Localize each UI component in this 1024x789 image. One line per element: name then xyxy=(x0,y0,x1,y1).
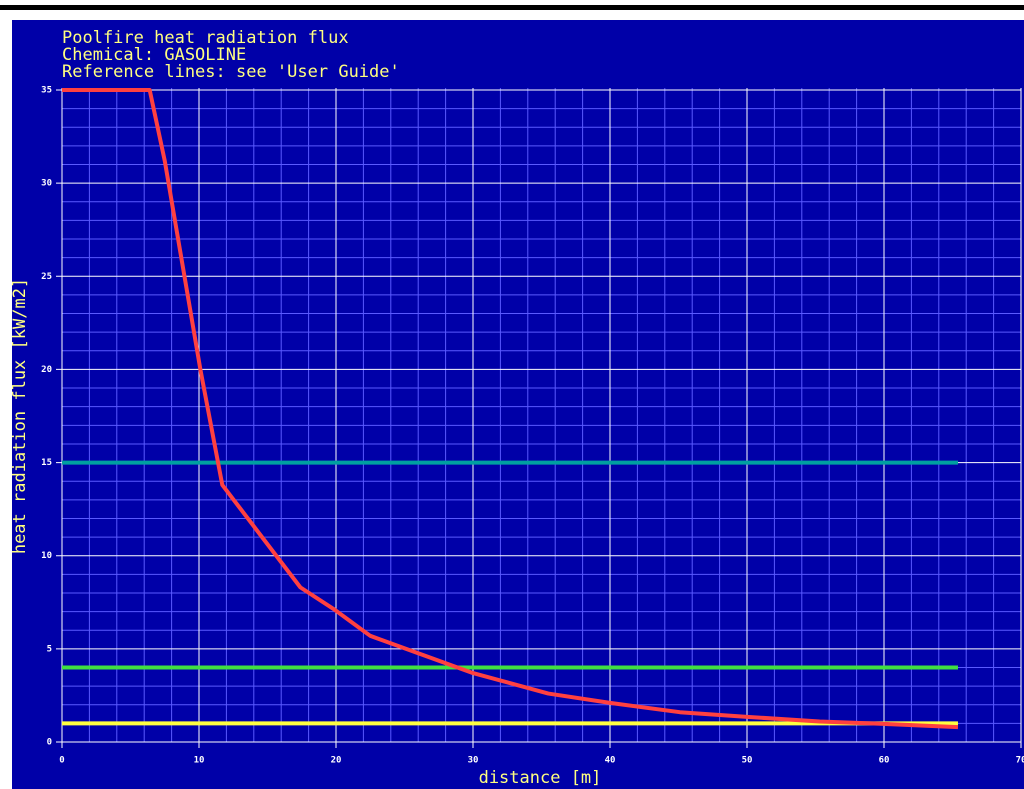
plot-background xyxy=(12,20,1024,789)
chart-title: Reference lines: see 'User Guide' xyxy=(62,62,400,82)
x-tick-label: 30 xyxy=(468,756,479,766)
x-tick-label: 40 xyxy=(605,756,616,766)
y-tick-label: 25 xyxy=(41,272,52,282)
y-axis-label: heat radiation flux [kW/m2] xyxy=(10,278,30,554)
y-tick-label: 20 xyxy=(41,365,52,375)
grid xyxy=(56,88,1022,748)
x-tick-label: 20 xyxy=(331,756,342,766)
y-tick-label: 15 xyxy=(41,458,52,468)
x-axis-label: distance [m] xyxy=(479,768,602,788)
top-rule xyxy=(0,5,1024,10)
x-tick-label: 50 xyxy=(742,756,753,766)
chart-title: Poolfire heat radiation flux xyxy=(62,28,349,48)
x-tick-label: 70 xyxy=(1016,756,1024,766)
x-tick-label: 0 xyxy=(59,756,64,766)
y-tick-label: 0 xyxy=(47,738,52,748)
y-tick-label: 35 xyxy=(41,86,52,96)
marks xyxy=(62,88,959,730)
y-tick-label: 5 xyxy=(47,644,52,654)
chart-title: Chemical: GASOLINE xyxy=(62,45,246,65)
series-line xyxy=(62,88,959,730)
x-tick-label: 60 xyxy=(879,756,890,766)
x-tick-label: 10 xyxy=(194,756,205,766)
y-tick-label: 10 xyxy=(41,551,52,561)
y-tick-label: 30 xyxy=(41,179,52,189)
